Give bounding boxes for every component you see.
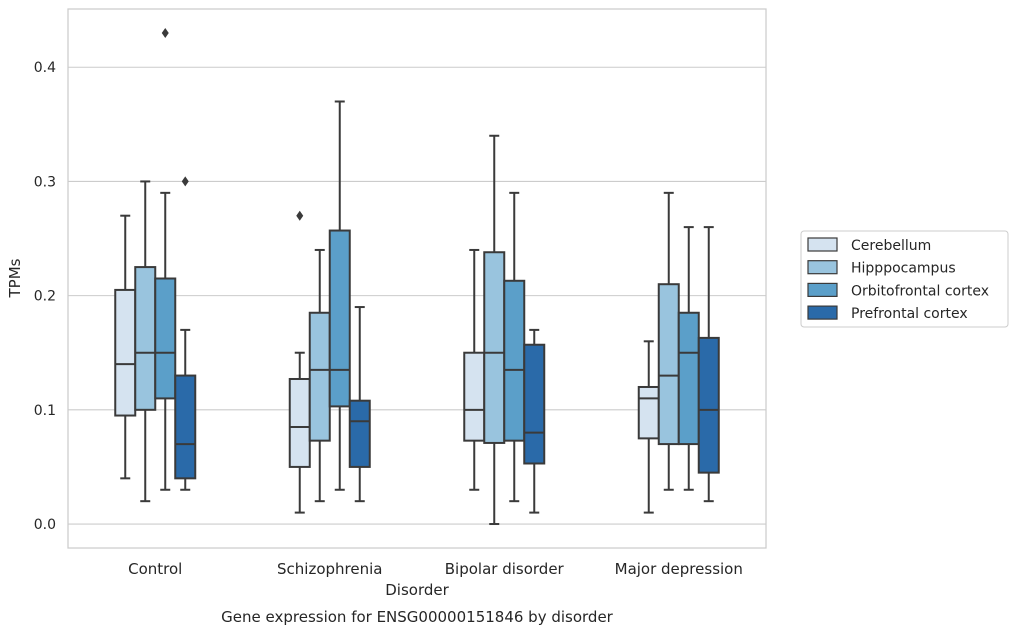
legend-swatch (807, 305, 838, 320)
outlier-point (181, 176, 189, 187)
box-body (463, 351, 486, 442)
box-body (328, 229, 351, 408)
legend-swatch (807, 282, 838, 297)
box-orbitofrontal-cortex (154, 27, 177, 491)
box-body (697, 336, 720, 474)
legend-label: Hipppocampus (851, 261, 956, 277)
box-body (114, 288, 137, 417)
box-hipppocampus (308, 248, 331, 503)
box-orbitofrontal-cortex (677, 226, 700, 491)
outlier-point (296, 210, 304, 221)
box-prefrontal-cortex (174, 176, 197, 491)
box-cerebellum (288, 210, 311, 514)
plot-frame (67, 8, 767, 549)
chart-title: Gene expression for ENSG00000151846 by d… (221, 608, 614, 626)
y-tick-label: 0.1 (34, 403, 56, 419)
box-orbitofrontal-cortex (503, 191, 526, 503)
x-tick-label: Bipolar disorder (445, 560, 565, 578)
x-tick-labels: Control Schizophrenia Bipolar disorder Majo… (128, 560, 743, 578)
legend-swatch (807, 260, 838, 275)
x-tick-label: Schizophrenia (277, 560, 382, 578)
x-tick-label: Control (128, 560, 182, 578)
box-body (657, 283, 680, 446)
x-tick-label: Major depression (615, 560, 743, 578)
box-body (483, 251, 506, 444)
box-cerebellum (114, 214, 137, 480)
x-axis-label: Disorder (385, 581, 449, 599)
box-prefrontal-cortex (523, 328, 546, 514)
box-body (154, 277, 177, 400)
y-tick-label: 0.3 (34, 174, 56, 190)
box-body (308, 311, 331, 442)
legend: Cerebellum Hipppocampus Orbitofrontal cort… (800, 230, 1009, 328)
legend-label: Orbitofrontal cortex (851, 283, 989, 299)
legend-label: Prefrontal cortex (851, 306, 968, 322)
y-tick-labels: 0.0 0.1 0.2 0.3 0.4 (34, 60, 56, 533)
box-body (637, 385, 660, 440)
legend-items: Cerebellum Hipppocampus Orbitofrontal cort… (807, 237, 989, 322)
legend-label: Cerebellum (851, 238, 931, 254)
box-orbitofrontal-cortex (328, 100, 351, 491)
legend-frame (800, 230, 1009, 328)
box-body (134, 266, 157, 411)
box-cerebellum (637, 340, 660, 514)
box-prefrontal-cortex (697, 226, 720, 503)
box-groups (114, 27, 720, 526)
box-body (348, 399, 371, 468)
legend-swatch (807, 237, 838, 252)
y-axis-label: TPMs (6, 258, 24, 298)
box-body (523, 343, 546, 465)
y-tick-label: 0.4 (34, 60, 56, 76)
box-body (288, 377, 311, 468)
box-body (677, 311, 700, 446)
outlier-point (161, 27, 169, 38)
box-body (174, 374, 197, 480)
y-tick-label: 0.2 (34, 289, 56, 305)
box-prefrontal-cortex (348, 306, 371, 503)
box-body (503, 279, 526, 442)
y-tick-label: 0.0 (34, 517, 56, 533)
box-cerebellum (463, 248, 486, 491)
